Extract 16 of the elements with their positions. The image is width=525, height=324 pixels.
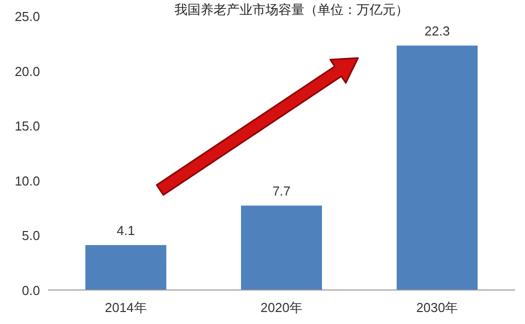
data-label: 4.1 — [116, 223, 135, 238]
y-tick-label: 10.0 — [14, 173, 40, 188]
data-label: 22.3 — [424, 24, 450, 39]
chart-title: 我国养老产业市场容量（单位：万亿元） — [174, 2, 408, 17]
bar — [241, 206, 322, 290]
bar — [85, 245, 166, 290]
y-tick-label: 25.0 — [14, 9, 40, 24]
bar — [396, 46, 478, 290]
y-tick-label: 20.0 — [14, 64, 40, 79]
x-tick-label: 2020年 — [260, 300, 302, 315]
x-tick-label: 2014年 — [104, 300, 147, 315]
x-tick-label: 2030年 — [416, 300, 458, 315]
y-tick-label: 5.0 — [22, 228, 40, 244]
y-tick-label: 0.0 — [22, 283, 40, 298]
data-label: 7.7 — [272, 184, 291, 199]
y-tick-label: 15.0 — [14, 118, 40, 134]
